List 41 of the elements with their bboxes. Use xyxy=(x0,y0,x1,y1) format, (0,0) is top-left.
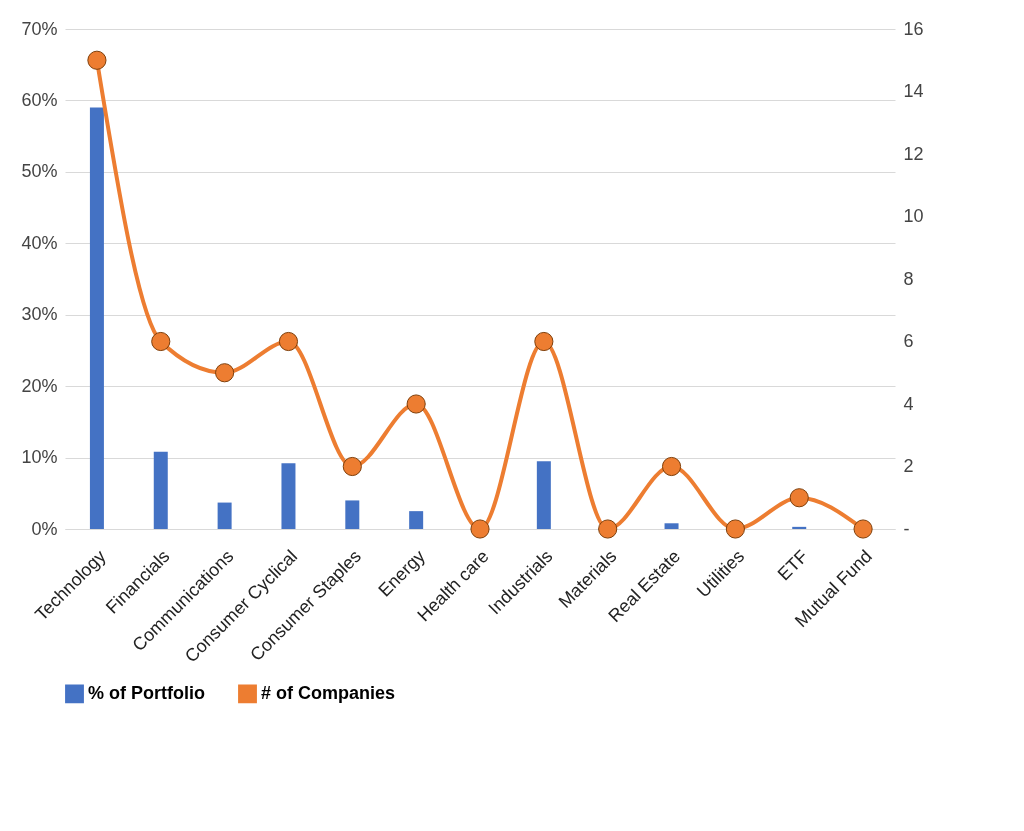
bar xyxy=(281,463,296,529)
y2-tick-label: 10 xyxy=(903,206,924,226)
bar xyxy=(153,451,168,529)
y-tick-label: 40% xyxy=(21,232,58,253)
y2-tick-label: 16 xyxy=(903,18,924,39)
bar xyxy=(217,502,232,529)
bar xyxy=(345,500,360,529)
y-tick-label: 70% xyxy=(21,18,58,39)
point xyxy=(278,331,299,352)
point xyxy=(151,331,171,352)
y2-tick-label: 6 xyxy=(903,331,914,351)
y2-tick-label: 2 xyxy=(903,456,914,476)
bar xyxy=(792,526,807,529)
legend-label: % of Portfolio xyxy=(88,682,205,703)
point xyxy=(470,519,490,539)
y-tick-label: 30% xyxy=(21,304,58,325)
legend-label: # of Companies xyxy=(261,682,396,703)
point xyxy=(598,519,618,539)
y-tick-label: 0% xyxy=(31,518,58,539)
point xyxy=(725,519,745,539)
point xyxy=(534,331,554,352)
bar xyxy=(664,523,679,529)
point xyxy=(789,488,809,508)
y2-tick-label: 8 xyxy=(903,268,914,289)
y2-tick-label: - xyxy=(903,518,910,539)
y2-tick-label: 12 xyxy=(903,143,924,164)
point xyxy=(406,394,426,414)
bar xyxy=(409,511,424,529)
y-tick-label: 10% xyxy=(21,447,58,468)
point xyxy=(661,456,682,477)
point xyxy=(215,363,235,383)
point xyxy=(87,50,107,70)
bar xyxy=(89,107,104,529)
point xyxy=(853,519,873,539)
y-tick-label: 50% xyxy=(21,161,58,182)
y2-tick-label: 14 xyxy=(903,81,924,101)
y-tick-label: 60% xyxy=(21,89,58,110)
y2-tick-label: 4 xyxy=(903,393,914,414)
point xyxy=(342,456,362,477)
bar xyxy=(536,461,551,529)
y-tick-label: 20% xyxy=(21,375,58,396)
